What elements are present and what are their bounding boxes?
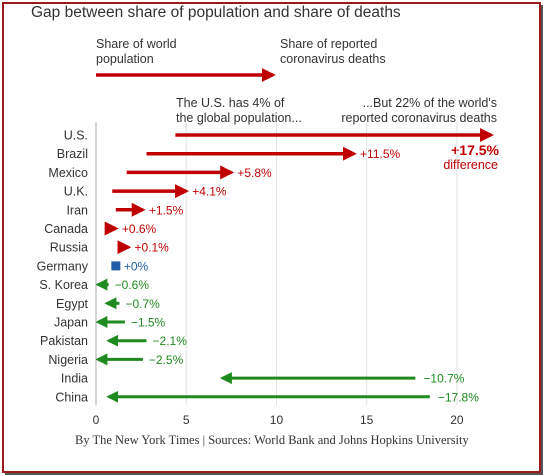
difference-label: difference bbox=[443, 158, 498, 172]
x-axis-ticks: 0 5 10 15 20 bbox=[93, 413, 464, 427]
difference-value: +17.5% bbox=[451, 142, 499, 158]
country-label-u-s: U.S. bbox=[64, 129, 88, 143]
x-tick-label: 10 bbox=[270, 413, 284, 427]
country-label-u-k: U.K. bbox=[64, 185, 88, 199]
value-label-egypt: −0.7% bbox=[125, 297, 160, 311]
country-label-nigeria: Nigeria bbox=[48, 353, 88, 367]
chart-title: Gap between share of population and shar… bbox=[31, 4, 401, 21]
value-label-iran: +1.5% bbox=[149, 203, 184, 217]
country-label-iran: Iran bbox=[66, 203, 88, 217]
value-label-pakistan: −2.1% bbox=[153, 334, 188, 348]
us-annotation: The U.S. has 4% of the global population… bbox=[176, 96, 500, 172]
country-label-egypt: Egypt bbox=[56, 297, 88, 311]
value-label-nigeria: −2.5% bbox=[149, 353, 184, 367]
value-label-india: −10.7% bbox=[423, 372, 464, 386]
legend-end-label-line1: Share of reported bbox=[280, 37, 377, 51]
gap-marker-germany bbox=[111, 261, 121, 271]
value-labels: +11.5% +5.8% +4.1% +1.5% +0.6% +0.1% +0% −0.6% −… bbox=[115, 147, 480, 404]
value-label-china: −17.8% bbox=[438, 390, 479, 404]
country-label-pakistan: Pakistan bbox=[40, 334, 88, 348]
legend: Share of world population Share of repor… bbox=[96, 37, 386, 82]
value-label-germany: +0% bbox=[124, 259, 149, 273]
country-label-india: India bbox=[61, 372, 88, 386]
annotation-left-line1: The U.S. has 4% of bbox=[176, 96, 285, 110]
gap-arrows bbox=[95, 128, 494, 403]
annotation-right-line1: ...But 22% of the world's bbox=[363, 96, 497, 110]
x-tick-label: 15 bbox=[360, 413, 374, 427]
x-tick-label: 5 bbox=[183, 413, 190, 427]
annotation-left-line2: the global population... bbox=[176, 111, 302, 125]
country-label-russia: Russia bbox=[50, 241, 88, 255]
legend-start-label-line2: population bbox=[96, 52, 154, 66]
country-label-germany: Germany bbox=[37, 259, 89, 273]
country-label-japan: Japan bbox=[54, 316, 88, 330]
country-label-s-korea: S. Korea bbox=[39, 278, 88, 292]
value-label-mexico: +5.8% bbox=[237, 166, 272, 180]
value-label-russia: +0.1% bbox=[134, 241, 169, 255]
source-credit: By The New York Times | Sources: World B… bbox=[75, 433, 470, 447]
country-label-china: China bbox=[55, 390, 88, 404]
annotation-right-line2: reported coronavirus deaths bbox=[341, 111, 497, 125]
legend-start-label-line1: Share of world bbox=[96, 37, 177, 51]
country-labels: U.S. Brazil Mexico U.K. Iran Canada Russia Germ… bbox=[37, 129, 89, 405]
x-tick-label: 20 bbox=[450, 413, 464, 427]
value-label-u-k: +4.1% bbox=[192, 185, 227, 199]
legend-end-label-line2: coronavirus deaths bbox=[280, 52, 386, 66]
x-tick-label: 0 bbox=[93, 413, 100, 427]
value-label-brazil: +11.5% bbox=[360, 147, 400, 161]
country-label-brazil: Brazil bbox=[57, 147, 88, 161]
value-label-s-korea: −0.6% bbox=[115, 278, 150, 292]
country-label-mexico: Mexico bbox=[48, 166, 88, 180]
gridlines bbox=[185, 122, 458, 405]
country-label-canada: Canada bbox=[44, 222, 88, 236]
value-label-canada: +0.6% bbox=[122, 222, 157, 236]
value-label-japan: −1.5% bbox=[131, 316, 166, 330]
